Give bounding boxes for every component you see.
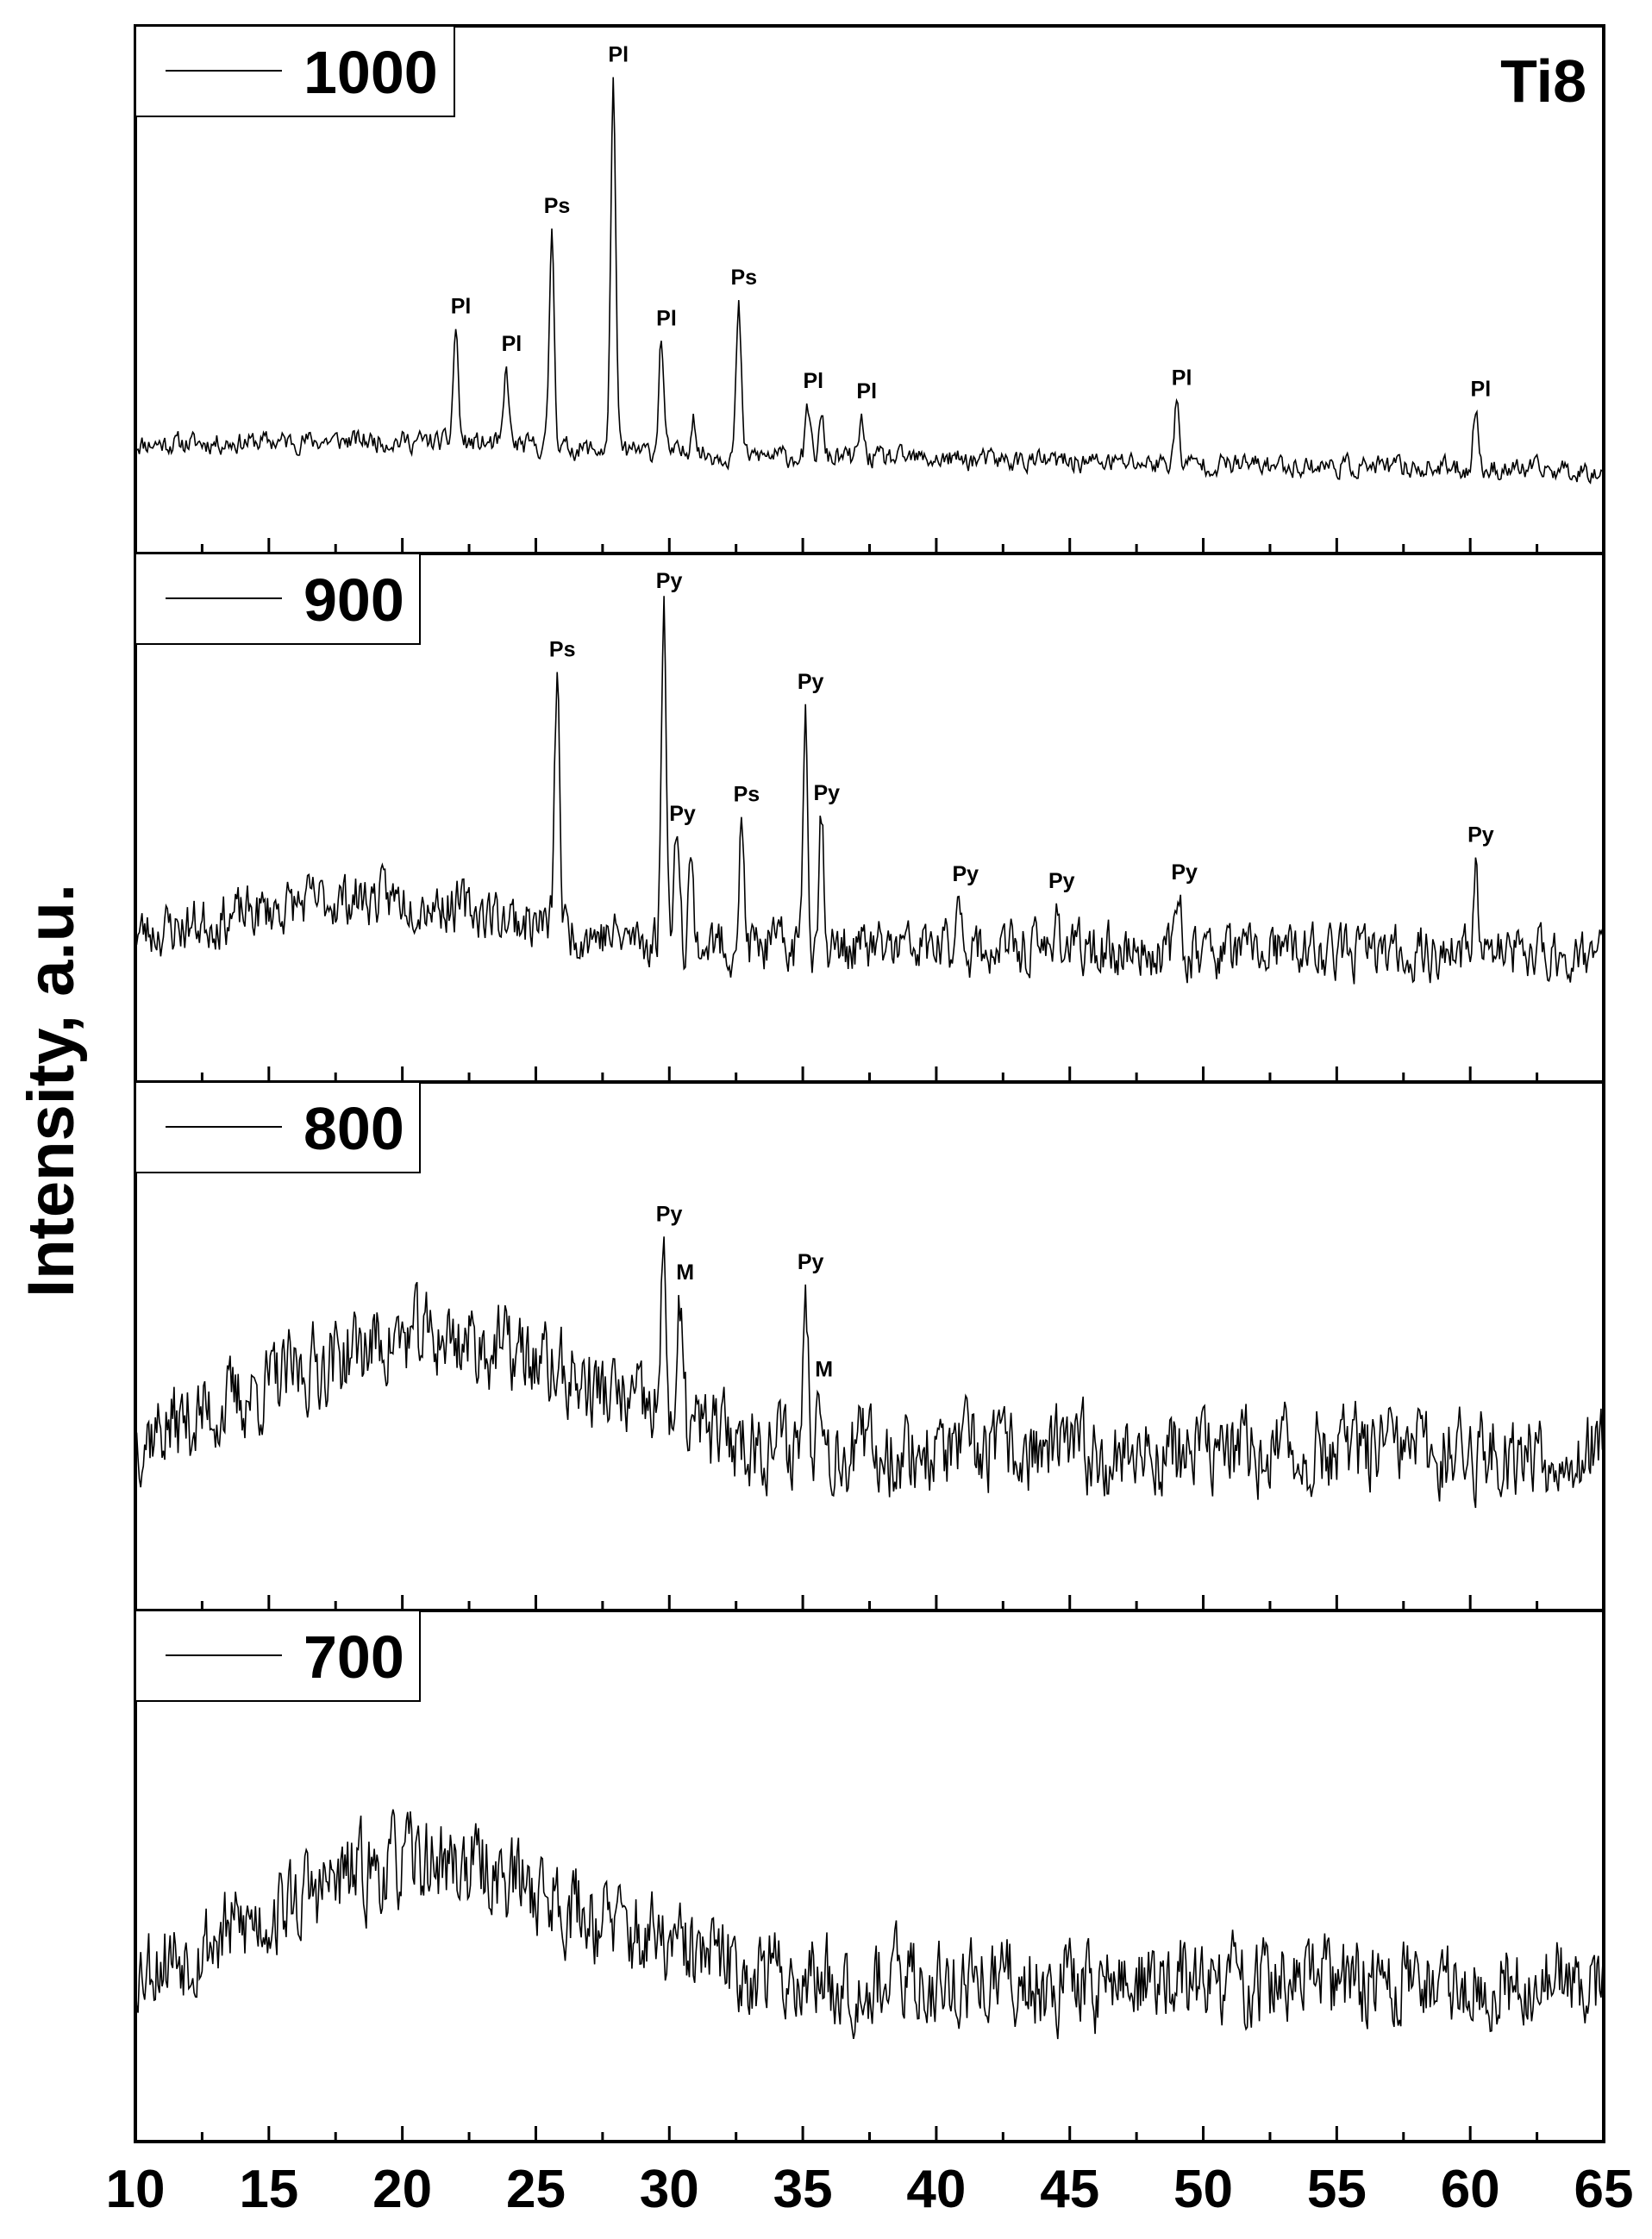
x-tick-label: 50 <box>1173 2160 1233 2219</box>
peak-label: Ps <box>544 194 571 218</box>
peak-label: Pl <box>1172 366 1192 391</box>
panel-900: Ps Py Py Ps Py Py Py Py Py Py 900 <box>134 552 1605 1084</box>
x-tick-label: 10 <box>106 2160 166 2219</box>
x-tick-label: 55 <box>1307 2160 1367 2219</box>
peak-label: Py <box>669 802 696 826</box>
x-tick-label: 45 <box>1040 2160 1099 2219</box>
peak-label: M <box>815 1357 833 1381</box>
legend-800: 800 <box>135 1081 421 1173</box>
x-axis-tick-labels: 10 15 20 25 30 35 40 45 50 55 60 65 <box>106 2160 1634 2219</box>
x-tick-label: 40 <box>906 2160 966 2219</box>
peak-label: Pl <box>1471 378 1492 402</box>
legend-700: 700 <box>135 1610 421 1702</box>
x-tick-label: 15 <box>239 2160 298 2219</box>
peak-label: Py <box>1467 823 1494 847</box>
peak-label: Pl <box>502 332 523 356</box>
peak-label: Py <box>656 1202 683 1226</box>
peak-label: Py <box>1048 869 1075 893</box>
x-tick-label: 60 <box>1441 2160 1500 2219</box>
xrd-trace-1000 <box>135 77 1605 485</box>
peak-label: Pl <box>608 42 629 66</box>
xrd-trace-800 <box>135 1236 1605 1509</box>
peak-label: Py <box>1171 860 1198 885</box>
peak-label: Ps <box>730 266 757 290</box>
xrd-trace-700 <box>135 1809 1605 2040</box>
x-tick-label: 35 <box>773 2160 833 2219</box>
peak-label: Py <box>656 569 683 593</box>
sample-label: Ti8 <box>1500 47 1586 115</box>
legend-900: 900 <box>135 553 421 645</box>
peak-label: Pl <box>656 306 677 330</box>
peak-label: Ps <box>734 783 760 807</box>
legend-label: 900 <box>303 566 404 634</box>
peak-label: Pl <box>451 295 472 319</box>
x-tick-label: 25 <box>506 2160 566 2219</box>
peak-label: M <box>676 1260 694 1285</box>
peak-label: Py <box>798 1250 824 1274</box>
x-tick-label: 65 <box>1574 2160 1634 2219</box>
peak-label: Py <box>813 781 840 805</box>
panel-800: Py M Py M 800 <box>134 1080 1605 1612</box>
x-tick-label: 20 <box>372 2160 432 2219</box>
peak-label: Py <box>952 862 979 886</box>
legend-1000: 1000 <box>135 25 455 117</box>
panel-700: 700 <box>134 1609 1605 2143</box>
x-tick-label: 30 <box>640 2160 699 2219</box>
peak-label: Py <box>798 670 824 694</box>
peak-label: Ps <box>549 637 576 661</box>
legend-label: 800 <box>303 1095 404 1162</box>
legend-label: 1000 <box>303 39 438 106</box>
peak-label: Pl <box>856 379 877 403</box>
y-axis-label: Intensity, a.u. <box>15 884 88 1298</box>
panel-1000: Pl Pl Ps Pl Pl Ps Pl Pl Pl Pl 1000 <box>134 24 1605 555</box>
legend-label: 700 <box>303 1623 404 1691</box>
peak-label: Pl <box>803 369 823 393</box>
xrd-trace-900 <box>135 596 1605 985</box>
